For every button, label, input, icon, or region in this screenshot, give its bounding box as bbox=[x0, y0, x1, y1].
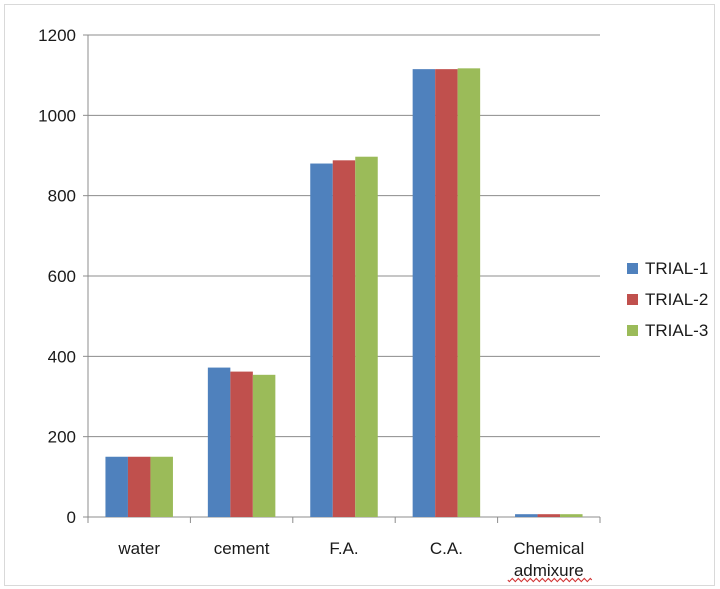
bar-trial-3-3 bbox=[457, 68, 481, 518]
y-tick-labels: 0 200 400 600 800 1000 1200 bbox=[38, 26, 76, 527]
bar-trial-3-2 bbox=[355, 156, 378, 517]
y-tick-label: 400 bbox=[48, 347, 76, 366]
bar-trial-1-0 bbox=[105, 456, 128, 517]
bar-trial-1-2 bbox=[310, 163, 333, 518]
x-category-label: cement bbox=[214, 539, 270, 558]
spellcheck-squiggle bbox=[507, 577, 593, 583]
bar-trial-2-4 bbox=[537, 514, 561, 517]
bars bbox=[105, 68, 583, 518]
y-tick-label: 1000 bbox=[38, 106, 76, 125]
bar-trial-3-4 bbox=[560, 514, 583, 517]
legend-swatch-trial-2 bbox=[627, 294, 638, 305]
y-tick-label: 600 bbox=[48, 267, 76, 286]
legend-label-trial-1: TRIAL-1 bbox=[645, 259, 708, 278]
x-category-label: C.A. bbox=[430, 539, 463, 558]
gridlines bbox=[88, 34, 600, 438]
legend-swatch-trial-1 bbox=[627, 263, 638, 274]
bar-trial-2-1 bbox=[230, 371, 253, 517]
legend-label-trial-2: TRIAL-2 bbox=[645, 290, 708, 309]
legend: TRIAL-1 TRIAL-2 TRIAL-3 bbox=[627, 259, 708, 340]
x-category-label: Chemical admixure bbox=[513, 539, 584, 580]
bar-trial-2-0 bbox=[127, 456, 151, 517]
y-tick-label: 200 bbox=[48, 428, 76, 447]
y-tick-label: 800 bbox=[48, 187, 76, 206]
legend-label-trial-3: TRIAL-3 bbox=[645, 321, 708, 340]
bar-trial-1-3 bbox=[412, 69, 436, 518]
bar-trial-2-3 bbox=[435, 69, 458, 518]
bar-trial-1-1 bbox=[207, 367, 231, 517]
y-tick-label: 0 bbox=[67, 508, 76, 527]
x-category-labels: water cement F.A. C.A. Chemical admixure bbox=[117, 539, 593, 583]
bar-trial-1-4 bbox=[515, 514, 538, 517]
x-category-label: F.A. bbox=[329, 539, 358, 558]
legend-swatch-trial-3 bbox=[627, 325, 638, 336]
bar-trial-3-0 bbox=[150, 456, 173, 517]
x-category-label: water bbox=[117, 539, 160, 558]
y-tick-label: 1200 bbox=[38, 26, 76, 45]
bar-trial-3-1 bbox=[252, 374, 276, 517]
bar-trial-2-2 bbox=[332, 160, 356, 517]
